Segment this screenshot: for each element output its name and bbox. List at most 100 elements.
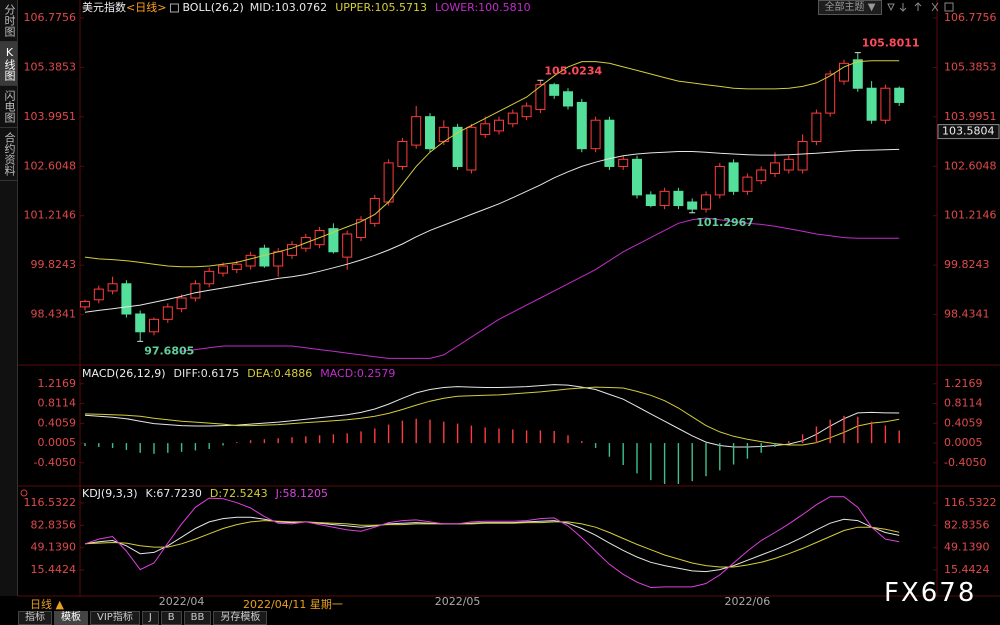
x-tick-label: 2022/04	[159, 595, 205, 608]
candle-body	[121, 283, 132, 315]
y-tick-label: 99.8243	[31, 258, 77, 271]
window-icons	[887, 2, 954, 12]
candle-body	[356, 219, 366, 239]
tab[interactable]: VIP指标	[90, 611, 140, 625]
theme-button[interactable]: 全部主题 ▼	[818, 0, 882, 15]
candle-body	[149, 318, 159, 333]
y-tick-label: -0.4050	[34, 456, 76, 469]
y-tick-label-right: 0.8114	[944, 397, 983, 410]
period-label[interactable]: 日线 ▲	[30, 598, 64, 611]
candle-body	[618, 158, 629, 167]
tab[interactable]: J	[141, 611, 159, 625]
header-label: MACD(26,12,9)	[82, 367, 166, 380]
tab-bar: 指标 模板 VIP指标 J B BB 另存模板	[18, 611, 269, 625]
candle-body	[259, 247, 270, 267]
indicator-line	[84, 496, 900, 589]
y-tick-label: 0.8114	[38, 397, 77, 410]
candle-body	[590, 119, 601, 150]
candle-body	[728, 162, 739, 192]
candle-body	[673, 190, 684, 207]
y-tick-label-right: 98.4341	[944, 308, 990, 321]
header-label: KDJ(9,3,3)	[82, 487, 138, 500]
y-tick-label: 82.8356	[31, 518, 77, 531]
indicator-line	[84, 384, 900, 448]
candle-body	[190, 283, 201, 299]
y-tick-label-right: 116.5322	[944, 496, 997, 509]
candle-body	[535, 84, 546, 111]
tab[interactable]: 指标	[18, 611, 52, 625]
last-value-box	[937, 124, 1000, 140]
y-tick-label-right: 1.2169	[944, 377, 983, 390]
tab[interactable]: 模板	[54, 611, 88, 625]
candle-body	[231, 263, 242, 271]
candle-body	[576, 101, 587, 150]
candle-body	[328, 228, 339, 253]
header-label: MID:103.0762	[250, 1, 327, 14]
candle-body	[811, 112, 822, 143]
candle-body	[162, 306, 173, 320]
y-tick-label-right: 106.7756	[944, 11, 997, 24]
y-tick-label: 49.1390	[31, 541, 77, 554]
header-label: UPPER:105.5713	[335, 1, 427, 14]
icon	[887, 3, 895, 12]
candle-body	[80, 301, 90, 308]
header-label: DIFF:0.6175	[174, 367, 240, 380]
y-tick-label-right: 102.6048	[944, 159, 997, 172]
indicator-line	[181, 217, 900, 359]
icon	[899, 3, 907, 12]
y-tick-label: 116.5322	[24, 496, 77, 509]
y-tick-label: 106.7756	[24, 11, 77, 24]
y-tick-label-right: 105.3853	[944, 60, 997, 73]
y-tick-label: 101.2146	[24, 209, 77, 222]
candle-body	[521, 105, 532, 118]
candle-body	[287, 244, 297, 256]
candle-body	[756, 169, 767, 182]
y-tick-label: 0.0005	[38, 436, 77, 449]
candle-body	[107, 283, 118, 292]
candle-body	[135, 313, 146, 333]
icon	[169, 3, 179, 13]
candle-body	[507, 112, 518, 125]
cursor-date: 2022/04/11 星期一	[243, 598, 343, 611]
candle-body	[273, 251, 284, 267]
header-label: <日线>	[126, 0, 166, 14]
candle-body	[701, 194, 711, 210]
y-tick-label: 98.4341	[31, 308, 77, 321]
candle-body	[839, 62, 849, 82]
x-tick-label: 2022/06	[725, 595, 771, 608]
y-tick-label: 0.4059	[38, 416, 77, 429]
candle-body	[369, 197, 380, 224]
indicator-line	[84, 516, 900, 573]
candle-body	[218, 265, 228, 274]
side-tab[interactable]: K线图	[0, 42, 17, 86]
candle-body	[411, 116, 422, 146]
y-tick-label: 105.3853	[24, 60, 77, 73]
y-tick-label-right: 99.8243	[944, 258, 990, 271]
candle-body	[894, 87, 905, 103]
y-tick-label-right: 103.9951	[944, 110, 997, 123]
candle-body	[93, 288, 104, 301]
y-tick-label-right: -0.4050	[944, 456, 986, 469]
header-label: 美元指数	[82, 0, 126, 14]
candle-body	[687, 201, 698, 210]
y-tick-label-right: 0.0005	[944, 436, 983, 449]
header-label: MACD:0.2579	[320, 367, 395, 380]
side-tab[interactable]: 分时图	[0, 0, 17, 42]
tab[interactable]: B	[160, 611, 182, 625]
side-tab[interactable]: 合约资料	[0, 128, 17, 181]
tab[interactable]: BB	[183, 611, 212, 625]
candle-body	[645, 194, 656, 207]
side-tab[interactable]: 闪电图	[0, 86, 17, 128]
tab[interactable]: 另存模板	[213, 611, 268, 625]
extreme-label: 101.2967	[696, 216, 754, 229]
y-tick-label: 15.4424	[31, 563, 77, 576]
candle-body	[825, 73, 836, 114]
y-tick-label: 102.6048	[24, 159, 77, 172]
y-tick-label-right: 49.1390	[944, 541, 990, 554]
candle-body	[383, 162, 394, 203]
candle-body	[783, 158, 794, 171]
candle-body	[659, 190, 670, 207]
candle-body	[714, 165, 725, 196]
